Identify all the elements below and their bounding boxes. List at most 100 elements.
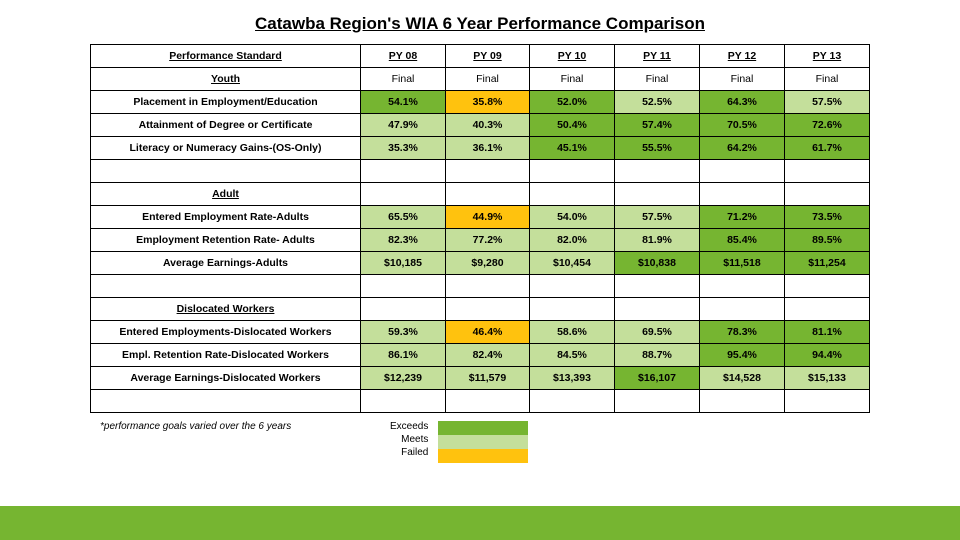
data-cell: 36.1% [446, 137, 530, 160]
data-cell: 69.5% [614, 321, 699, 344]
legend: Exceeds Meets Failed [390, 421, 528, 463]
footnote: *performance goals varied over the 6 yea… [90, 421, 390, 463]
data-cell: $10,838 [614, 252, 699, 275]
footer: *performance goals varied over the 6 yea… [90, 421, 870, 463]
row-label: Placement in Employment/Education [91, 91, 361, 114]
youth-status: Final [361, 68, 446, 91]
row-label: Average Earnings-Dislocated Workers [91, 367, 361, 390]
legend-swatch [438, 421, 528, 463]
data-cell: 57.5% [784, 91, 869, 114]
data-cell: $11,254 [784, 252, 869, 275]
data-cell: 52.5% [614, 91, 699, 114]
row-label: Attainment of Degree or Certificate [91, 114, 361, 137]
dislocated-section: Dislocated Workers [91, 298, 870, 321]
data-cell: 52.0% [529, 91, 614, 114]
row-label: Employment Retention Rate- Adults [91, 229, 361, 252]
legend-lime-swatch [438, 435, 528, 449]
data-cell: 55.5% [614, 137, 699, 160]
legend-failed-label: Failed [390, 447, 428, 458]
blank-row [91, 160, 870, 183]
table-row: Attainment of Degree or Certificate47.9%… [91, 114, 870, 137]
data-cell: 57.4% [614, 114, 699, 137]
data-cell: 47.9% [361, 114, 446, 137]
data-cell: 35.8% [446, 91, 530, 114]
table-row: Average Earnings-Dislocated Workers$12,2… [91, 367, 870, 390]
legend-yellow-swatch [438, 449, 528, 463]
data-cell: 44.9% [446, 206, 530, 229]
header-row: Performance Standard PY 08 PY 09 PY 10 P… [91, 45, 870, 68]
header-label: Performance Standard [91, 45, 361, 68]
table-row: Empl. Retention Rate-Dislocated Workers 8… [91, 344, 870, 367]
performance-table: Performance Standard PY 08 PY 09 PY 10 P… [90, 44, 870, 413]
data-cell: 88.7% [614, 344, 699, 367]
youth-status: Final [614, 68, 699, 91]
data-cell: $14,528 [699, 367, 784, 390]
youth-label: Youth [91, 68, 361, 91]
data-cell: $16,107 [614, 367, 699, 390]
youth-status: Final [784, 68, 869, 91]
data-cell: 54.0% [529, 206, 614, 229]
adult-label: Adult [91, 183, 361, 206]
table-row: Entered Employments-Dislocated Workers59… [91, 321, 870, 344]
table-row: Employment Retention Rate- Adults82.3%77… [91, 229, 870, 252]
data-cell: 57.5% [614, 206, 699, 229]
legend-green-swatch [438, 421, 528, 435]
row-label: Literacy or Numeracy Gains-(OS-Only) [91, 137, 361, 160]
data-cell: 46.4% [446, 321, 530, 344]
youth-section: Youth Final Final Final Final Final Fina… [91, 68, 870, 91]
dislocated-label: Dislocated Workers [91, 298, 361, 321]
bottom-bar [0, 506, 960, 540]
col-py09: PY 09 [446, 45, 530, 68]
row-label: Average Earnings-Adults [91, 252, 361, 275]
data-cell: 40.3% [446, 114, 530, 137]
row-label: Entered Employments-Dislocated Workers [91, 321, 361, 344]
row-label: Empl. Retention Rate-Dislocated Workers [91, 344, 361, 367]
blank-row [91, 275, 870, 298]
col-py11: PY 11 [614, 45, 699, 68]
table-row: Average Earnings-Adults$10,185$9,280$10,… [91, 252, 870, 275]
data-cell: 61.7% [784, 137, 869, 160]
legend-meets-label: Meets [390, 434, 428, 445]
data-cell: $15,133 [784, 367, 869, 390]
data-cell: 85.4% [699, 229, 784, 252]
table-row: Literacy or Numeracy Gains-(OS-Only)35.3… [91, 137, 870, 160]
data-cell: 84.5% [529, 344, 614, 367]
data-cell: 64.2% [699, 137, 784, 160]
data-cell: 54.1% [361, 91, 446, 114]
data-cell: $11,518 [699, 252, 784, 275]
data-cell: 73.5% [784, 206, 869, 229]
data-cell: 71.2% [699, 206, 784, 229]
data-cell: 64.3% [699, 91, 784, 114]
adult-section: Adult [91, 183, 870, 206]
table-row: Entered Employment Rate-Adults65.5%44.9%… [91, 206, 870, 229]
data-cell: $12,239 [361, 367, 446, 390]
data-cell: 82.0% [529, 229, 614, 252]
youth-status: Final [529, 68, 614, 91]
data-cell: 72.6% [784, 114, 869, 137]
youth-status: Final [446, 68, 530, 91]
row-label: Entered Employment Rate-Adults [91, 206, 361, 229]
data-cell: 78.3% [699, 321, 784, 344]
data-cell: 94.4% [784, 344, 869, 367]
data-cell: 95.4% [699, 344, 784, 367]
data-cell: 59.3% [361, 321, 446, 344]
col-py08: PY 08 [361, 45, 446, 68]
data-cell: 89.5% [784, 229, 869, 252]
data-cell: 58.6% [529, 321, 614, 344]
blank-row [91, 390, 870, 413]
data-cell: $10,454 [529, 252, 614, 275]
data-cell: 82.4% [446, 344, 530, 367]
performance-table-wrap: Performance Standard PY 08 PY 09 PY 10 P… [90, 44, 870, 463]
col-py10: PY 10 [529, 45, 614, 68]
table-row: Placement in Employment/Education54.1%35… [91, 91, 870, 114]
data-cell: $13,393 [529, 367, 614, 390]
data-cell: 82.3% [361, 229, 446, 252]
data-cell: 77.2% [446, 229, 530, 252]
data-cell: 70.5% [699, 114, 784, 137]
data-cell: $9,280 [446, 252, 530, 275]
data-cell: 50.4% [529, 114, 614, 137]
data-cell: 65.5% [361, 206, 446, 229]
youth-status: Final [699, 68, 784, 91]
page-title: Catawba Region's WIA 6 Year Performance … [0, 0, 960, 44]
data-cell: $11,579 [446, 367, 530, 390]
